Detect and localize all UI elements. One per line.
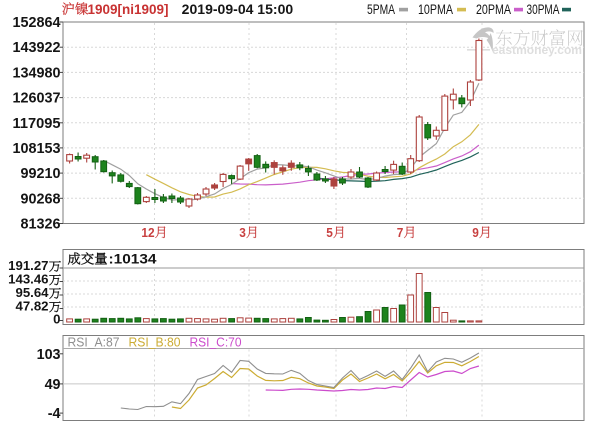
svg-text:47.82: 47.82 <box>15 299 48 314</box>
svg-text:2019-09-04 15:00: 2019-09-04 15:00 <box>182 2 294 17</box>
svg-text:1909[ni1909]: 1909[ni1909] <box>88 2 169 17</box>
svg-text:RSI_C:70: RSI_C:70 <box>190 335 242 350</box>
svg-text:143.46: 143.46 <box>8 272 48 287</box>
svg-text:RSI_B:80: RSI_B:80 <box>129 335 181 350</box>
svg-text:20PMA: 20PMA <box>476 2 511 17</box>
svg-text:49: 49 <box>45 377 61 393</box>
svg-text:9: 9 <box>472 225 479 240</box>
svg-text:5PMA: 5PMA <box>367 2 395 17</box>
svg-text:117095: 117095 <box>13 116 61 132</box>
svg-text:0: 0 <box>53 312 60 327</box>
svg-text:143922: 143922 <box>13 40 61 56</box>
svg-text:99210: 99210 <box>21 166 61 182</box>
svg-text:103: 103 <box>37 347 61 363</box>
svg-text:10PMA: 10PMA <box>418 2 453 17</box>
svg-text:RSI_A:87: RSI_A:87 <box>68 335 120 350</box>
svg-text:30PMA: 30PMA <box>527 2 560 17</box>
svg-text:3: 3 <box>239 225 246 240</box>
svg-text:eastmoney.com: eastmoney.com <box>492 45 582 57</box>
svg-text:191.27: 191.27 <box>8 258 48 273</box>
svg-text:126037: 126037 <box>13 91 61 107</box>
svg-text:134980: 134980 <box>13 65 61 81</box>
svg-text:81326: 81326 <box>21 217 61 233</box>
svg-text:95.64: 95.64 <box>15 285 49 300</box>
svg-text:12: 12 <box>141 225 154 240</box>
svg-text:108153: 108153 <box>13 141 61 157</box>
svg-text:-4: -4 <box>48 406 61 421</box>
svg-text:152864: 152864 <box>13 15 61 31</box>
svg-text::10134: :10134 <box>109 252 158 267</box>
svg-text:7: 7 <box>397 225 404 240</box>
svg-text:5: 5 <box>326 225 333 240</box>
svg-text:90268: 90268 <box>21 191 61 207</box>
